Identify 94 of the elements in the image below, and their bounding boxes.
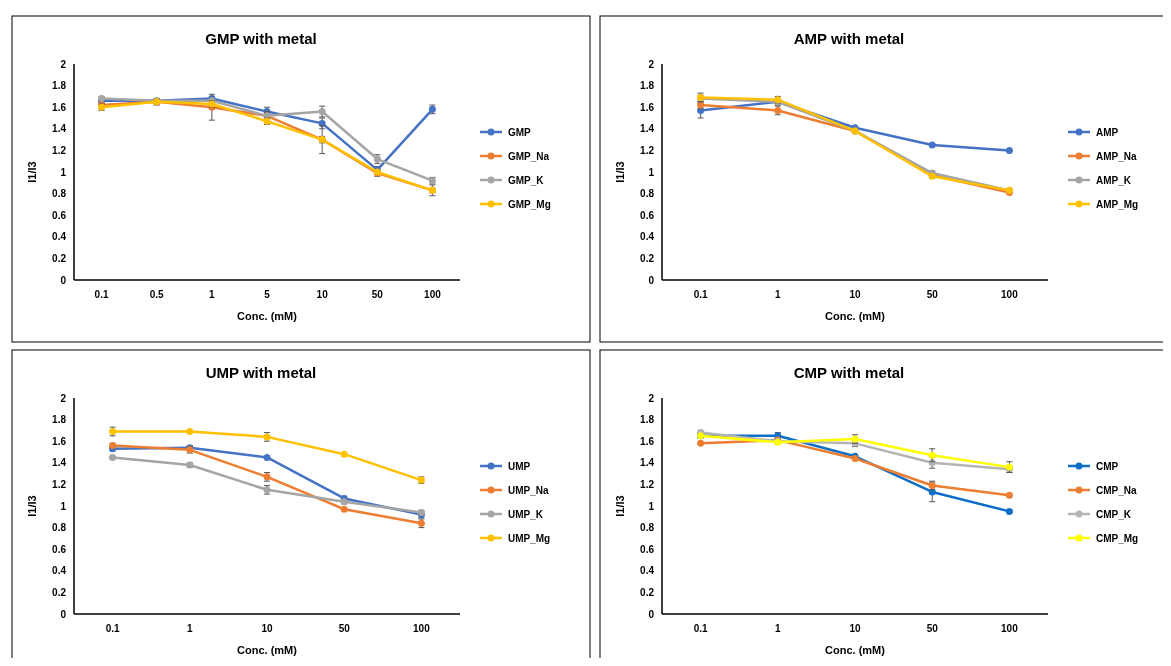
x-axis-title: Conc. (mM) (825, 310, 886, 322)
y-tick-label: 0 (648, 608, 655, 620)
legend-label: GMP_Na (508, 150, 550, 162)
y-tick-label: 0.4 (640, 565, 655, 577)
y-tick-label: 1.8 (52, 414, 67, 426)
legend-label: AMP_K (1096, 174, 1132, 186)
legend-label: GMP (508, 126, 532, 138)
x-tick-label: 100 (1001, 289, 1019, 300)
y-tick-label: 1.8 (640, 414, 655, 426)
y-tick-label: 0.8 (52, 522, 67, 534)
y-tick-label: 0.8 (640, 522, 655, 534)
y-tick-label: 1.6 (640, 435, 655, 447)
x-axis-title: Conc. (mM) (825, 644, 886, 656)
y-tick-label: 1.4 (52, 457, 67, 469)
x-tick-label: 50 (926, 289, 939, 300)
y-tick-label: 1 (648, 500, 655, 512)
x-tick-label: 100 (413, 623, 431, 634)
y-tick-label: 0 (60, 274, 67, 286)
legend-label: CMP_K (1096, 508, 1132, 520)
y-tick-label: 1.6 (52, 101, 67, 113)
x-tick-label: 10 (261, 623, 273, 634)
y-tick-label: 1 (648, 166, 655, 178)
chart-title: AMP with metal (793, 30, 905, 47)
y-tick-label: 2 (648, 392, 655, 404)
y-tick-label: 1.2 (52, 478, 67, 490)
legend-label: UMP_Na (508, 484, 549, 496)
legend-label: GMP_Mg (508, 198, 551, 210)
x-tick-label: 10 (849, 289, 861, 300)
y-tick-label: 1.6 (52, 435, 67, 447)
y-tick-label: 0.6 (52, 543, 67, 555)
y-tick-label: 0 (648, 274, 655, 286)
y-tick-label: 0.8 (640, 188, 655, 200)
y-tick-label: 0.4 (52, 231, 67, 243)
y-tick-label: 1.2 (640, 478, 655, 490)
y-tick-label: 1 (60, 166, 67, 178)
legend-label: AMP_Na (1096, 150, 1137, 162)
y-tick-label: 0.4 (640, 231, 655, 243)
x-tick-label: 0.1 (105, 623, 120, 634)
y-tick-label: 0.4 (52, 565, 67, 577)
y-tick-label: 0.8 (52, 188, 67, 200)
y-tick-label: 0.2 (640, 586, 655, 598)
legend-label: UMP_Mg (508, 532, 551, 544)
y-tick-label: 1.6 (640, 101, 655, 113)
y-tick-label: 0.2 (640, 252, 655, 264)
legend-label: AMP_Mg (1096, 198, 1139, 210)
y-tick-label: 2 (60, 58, 67, 70)
y-tick-label: 1.2 (52, 144, 67, 156)
legend-label: CMP (1096, 460, 1119, 472)
y-axis-title: I1/I3 (26, 495, 38, 517)
x-tick-label: 100 (1001, 623, 1019, 634)
y-tick-label: 1 (60, 500, 67, 512)
x-tick-label: 50 (371, 289, 384, 300)
chart-title: CMP with metal (793, 364, 905, 381)
y-tick-label: 0 (60, 608, 67, 620)
y-tick-label: 2 (60, 392, 67, 404)
y-tick-label: 1.4 (52, 123, 67, 135)
x-tick-label: 10 (849, 623, 861, 634)
y-tick-label: 2 (648, 58, 655, 70)
chart-title: UMP with metal (205, 364, 317, 381)
x-tick-label: 1 (209, 289, 216, 300)
y-axis-title: I1/I3 (26, 161, 38, 183)
legend-label: UMP_K (508, 508, 544, 520)
legend-label: CMP_Na (1096, 484, 1137, 496)
legend-label: UMP (508, 460, 531, 472)
y-tick-label: 0.6 (640, 543, 655, 555)
y-tick-label: 1.4 (640, 457, 655, 469)
legend-label: GMP_K (508, 174, 545, 186)
chart-title: GMP with metal (205, 30, 317, 47)
x-tick-label: 1 (187, 623, 194, 634)
x-tick-label: 50 (926, 623, 939, 634)
x-tick-label: 5 (264, 289, 271, 300)
x-tick-label: 0.1 (94, 289, 109, 300)
legend-label: CMP_Mg (1096, 532, 1139, 544)
y-tick-label: 1.2 (640, 144, 655, 156)
x-tick-label: 0.1 (693, 623, 708, 634)
x-tick-label: 50 (338, 623, 351, 634)
x-tick-label: 100 (424, 289, 442, 300)
x-tick-label: 0.5 (149, 289, 165, 300)
y-axis-title: I1/I3 (614, 161, 626, 183)
legend-label: AMP (1096, 126, 1119, 138)
y-tick-label: 1.4 (640, 123, 655, 135)
x-tick-label: 1 (775, 289, 782, 300)
x-axis-title: Conc. (mM) (237, 310, 298, 322)
y-tick-label: 0.2 (52, 252, 67, 264)
x-tick-label: 0.1 (693, 289, 708, 300)
y-tick-label: 1.8 (52, 80, 67, 92)
y-tick-label: 0.6 (640, 209, 655, 221)
y-tick-label: 0.6 (52, 209, 67, 221)
x-tick-label: 1 (775, 623, 782, 634)
x-axis-title: Conc. (mM) (237, 644, 298, 656)
y-tick-label: 1.8 (640, 80, 655, 92)
y-tick-label: 0.2 (52, 586, 67, 598)
y-axis-title: I1/I3 (614, 495, 626, 517)
x-tick-label: 10 (316, 289, 329, 300)
